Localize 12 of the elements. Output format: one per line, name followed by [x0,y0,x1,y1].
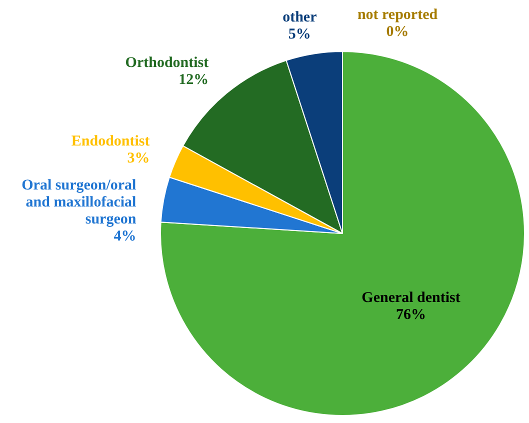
text: 0% [386,24,409,40]
category-label: not reported [357,6,438,23]
data-label: 12% [178,72,209,88]
slice-label: Orthodontist [125,55,209,72]
data-label: 4% [114,228,136,245]
slice-label: Oral surgeon/oral and maxillofacial surgeon [22,178,137,228]
data-label: 76% [396,306,426,323]
slice-label: other [282,9,318,26]
data-label: 5% [288,26,311,42]
slice-label: General dentist [362,290,460,306]
slice-label: Endodontist [71,133,150,150]
data-label: 3% [127,150,150,166]
